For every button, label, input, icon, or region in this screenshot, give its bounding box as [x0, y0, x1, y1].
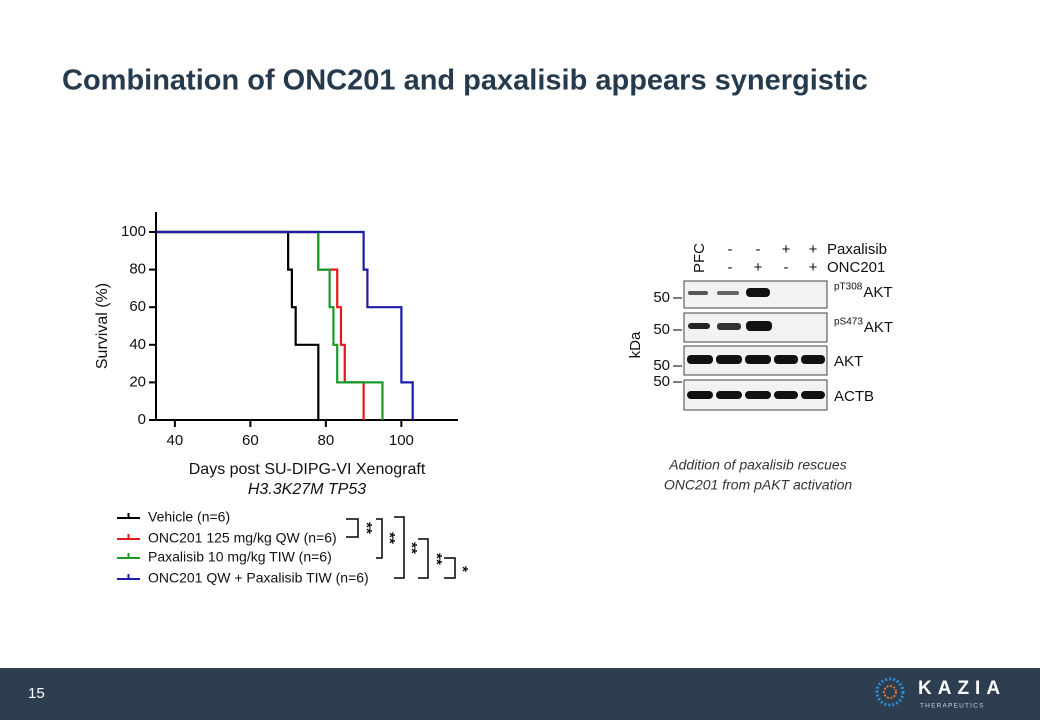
band	[745, 391, 771, 399]
band	[716, 355, 742, 364]
pfc-label: PFC	[691, 243, 708, 273]
legend-label: ONC201 QW + Paxalisib TIW (n=6)	[148, 570, 369, 586]
band-label: AKT	[864, 319, 893, 336]
survival-curve	[156, 230, 384, 420]
bracket	[394, 516, 405, 579]
bracket	[444, 557, 456, 579]
x-tick-label: 40	[167, 432, 184, 449]
band	[688, 291, 708, 295]
treatment-sign: -	[756, 241, 761, 258]
treatment-sign: +	[809, 259, 818, 276]
y-tick-label: 40	[129, 336, 146, 353]
treatment-label: ONC201	[827, 259, 885, 276]
bracket	[418, 538, 429, 579]
band-label: ACTB	[834, 388, 874, 405]
x-tick-label: 80	[318, 432, 335, 449]
band-label: AKT	[834, 353, 863, 370]
band	[801, 355, 825, 364]
treatment-sign: +	[754, 259, 763, 276]
caption: Addition of paxalisib rescues	[668, 457, 846, 473]
band	[774, 391, 798, 399]
significance-stars: **	[381, 532, 398, 544]
treatment-sign: -	[728, 259, 733, 276]
x-axis-label: Days post SU-DIPG-VI Xenograft	[189, 461, 426, 478]
slide-title: Combination of ONC201 and paxalisib appe…	[62, 65, 868, 97]
marker-label: 50	[653, 357, 670, 374]
treatment-label: Paxalisib	[827, 241, 887, 258]
y-tick-label: 0	[138, 411, 146, 428]
band-label-sup: pT308	[834, 282, 863, 293]
treatment-sign: +	[809, 241, 818, 258]
x-axis-sublabel: H3.3K27M TP53	[248, 481, 366, 498]
band	[801, 391, 825, 399]
significance-brackets	[346, 516, 456, 579]
band	[687, 391, 713, 399]
significance-stars: *	[454, 566, 471, 572]
logo-ring	[883, 685, 897, 699]
footer-bar	[0, 668, 1040, 720]
western-blot	[673, 280, 828, 411]
x-tick-label: 60	[242, 432, 259, 449]
legend-label: Vehicle (n=6)	[148, 509, 230, 525]
y-tick-label: 20	[129, 373, 146, 390]
marker-label: 50	[653, 373, 670, 390]
band	[717, 323, 741, 330]
page-number: 15	[28, 685, 45, 702]
band	[687, 355, 713, 364]
logo-mark	[875, 677, 905, 707]
band	[717, 291, 739, 295]
logo-subtext: THERAPEUTICS	[920, 703, 985, 710]
marker-label: 50	[653, 321, 670, 338]
survival-curve	[156, 230, 414, 420]
x-tick-label: 100	[389, 432, 414, 449]
band-label-sup: pS473	[834, 317, 863, 328]
significance-stars: **	[403, 542, 420, 554]
band	[746, 288, 770, 297]
treatment-sign: -	[784, 259, 789, 276]
bracket	[346, 518, 359, 538]
legend-label: ONC201 125 mg/kg QW (n=6)	[148, 530, 337, 546]
logo-text: KAZIA	[918, 678, 1006, 699]
treatment-sign: -	[728, 241, 733, 258]
bracket	[376, 518, 383, 559]
y-axis-label: Survival (%)	[94, 283, 111, 369]
band-label: AKT	[863, 284, 892, 301]
caption: ONC201 from pAKT activation	[664, 477, 853, 493]
y-tick-label: 60	[129, 298, 146, 315]
band	[746, 321, 772, 331]
band	[716, 391, 742, 399]
significance-stars: **	[428, 553, 445, 565]
logo-ring	[875, 677, 905, 707]
band	[688, 323, 710, 329]
survival-curve	[156, 230, 320, 420]
y-tick-label: 80	[129, 261, 146, 278]
band	[745, 355, 771, 364]
y-tick-label: 100	[121, 223, 146, 240]
marker-label: 50	[653, 289, 670, 306]
treatment-sign: +	[782, 241, 791, 258]
legend-label: Paxalisib 10 mg/kg TIW (n=6)	[148, 549, 332, 565]
kda-label: kDa	[627, 331, 644, 358]
band	[774, 355, 798, 364]
significance-stars: **	[358, 522, 375, 534]
